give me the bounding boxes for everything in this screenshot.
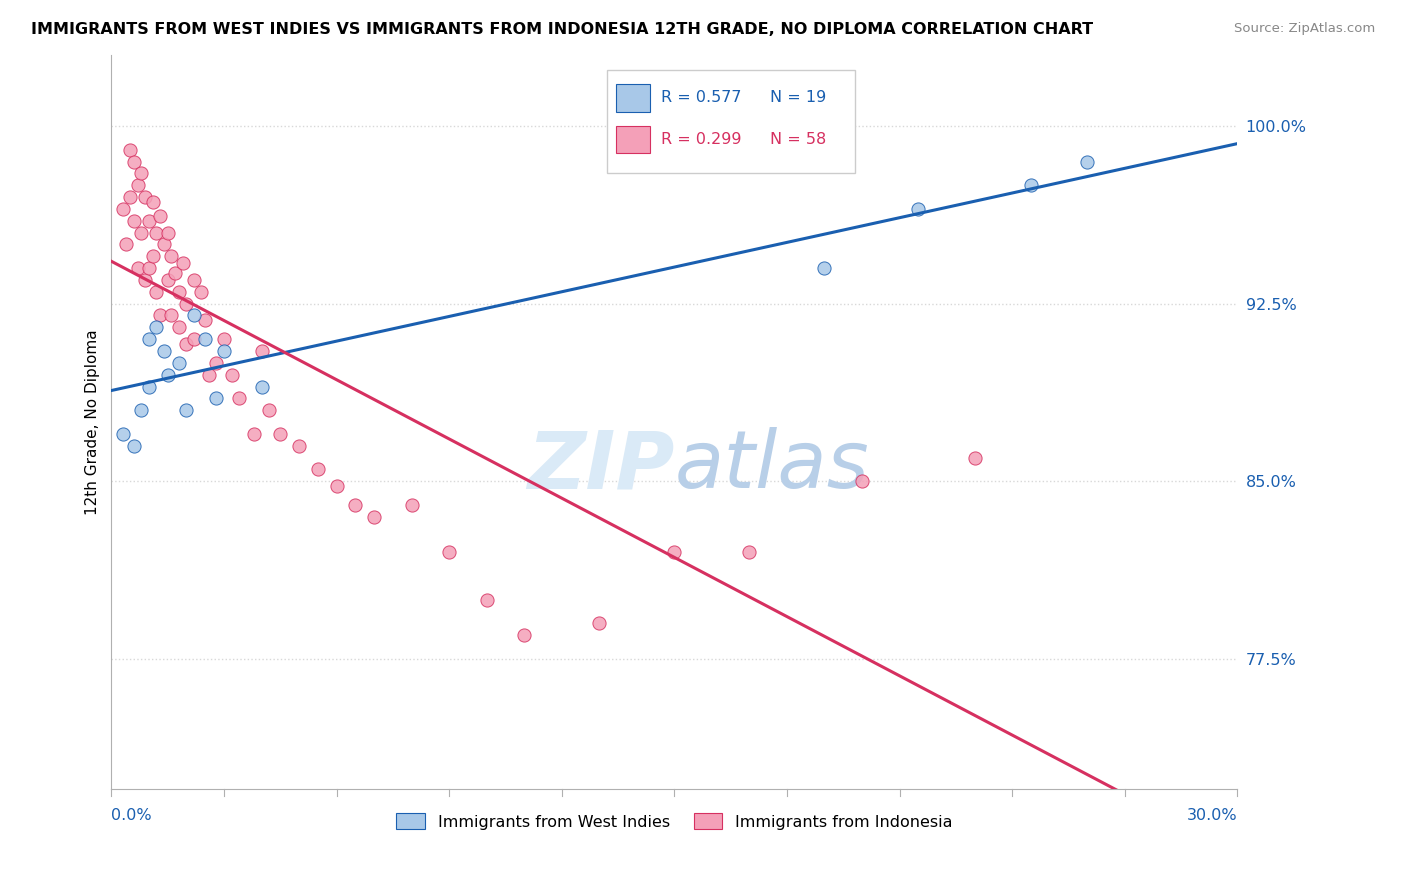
Y-axis label: 12th Grade, No Diploma: 12th Grade, No Diploma [86,329,100,515]
Point [167,356,190,370]
Point [134,273,156,287]
Point [588,616,610,631]
Point [122,439,145,453]
Point [513,628,536,642]
Point [120,143,142,157]
Point [153,237,176,252]
Point [149,309,172,323]
Point [165,266,187,280]
Point [131,403,153,417]
Point [813,261,835,276]
Point [851,474,873,488]
Point [212,332,235,346]
Text: R = 0.577: R = 0.577 [661,90,741,105]
Point [250,343,273,358]
Point [183,309,205,323]
Point [907,202,929,216]
Point [401,498,423,512]
Text: N = 58: N = 58 [770,132,827,147]
Point [138,379,160,393]
Point [205,356,228,370]
Bar [616,84,650,112]
Point [115,237,138,252]
Point [176,296,198,310]
Point [205,392,228,406]
Text: IMMIGRANTS FROM WEST INDIES VS IMMIGRANTS FROM INDONESIA 12TH GRADE, NO DIPLOMA : IMMIGRANTS FROM WEST INDIES VS IMMIGRANT… [31,22,1092,37]
Point [269,426,291,441]
Point [156,368,179,382]
Point [167,285,190,299]
Point [111,202,134,216]
Point [664,545,686,559]
Point [344,498,367,512]
Point [250,379,273,393]
Point [738,545,761,559]
Point [122,154,145,169]
Point [221,368,243,382]
Point [212,343,235,358]
Point [156,273,179,287]
Bar [616,126,650,153]
Text: Source: ZipAtlas.com: Source: ZipAtlas.com [1234,22,1375,36]
Point [138,332,160,346]
Point [190,285,212,299]
Point [183,273,205,287]
Point [194,313,217,327]
Point [160,309,183,323]
Point [176,337,198,351]
Point [228,392,250,406]
Point [1019,178,1042,193]
Text: ZIP: ZIP [527,427,675,505]
Point [127,261,149,276]
Legend: Immigrants from West Indies, Immigrants from Indonesia: Immigrants from West Indies, Immigrants … [389,806,959,836]
Point [325,479,347,493]
Text: N = 19: N = 19 [770,90,827,105]
Point [307,462,329,476]
Point [1076,154,1098,169]
Point [138,261,160,276]
Point [963,450,986,465]
Point [134,190,156,204]
Point [156,226,179,240]
Point [437,545,460,559]
Point [122,214,145,228]
Point [167,320,190,334]
Point [142,194,165,209]
Point [138,214,160,228]
Point [183,332,205,346]
Point [243,426,266,441]
Text: R = 0.299: R = 0.299 [661,132,741,147]
FancyBboxPatch shape [607,70,855,172]
Point [198,368,221,382]
Point [111,426,134,441]
Point [153,343,176,358]
Point [160,249,183,263]
Point [257,403,280,417]
Text: atlas: atlas [675,427,869,505]
Point [172,256,194,270]
Point [142,249,165,263]
Point [288,439,311,453]
Point [149,209,172,223]
Point [194,332,217,346]
Text: 30.0%: 30.0% [1187,808,1237,822]
Point [131,166,153,180]
Point [363,509,385,524]
Point [127,178,149,193]
Point [145,226,167,240]
Text: 0.0%: 0.0% [111,808,152,822]
Point [176,403,198,417]
Point [145,285,167,299]
Point [120,190,142,204]
Point [475,592,498,607]
Point [131,226,153,240]
Point [145,320,167,334]
